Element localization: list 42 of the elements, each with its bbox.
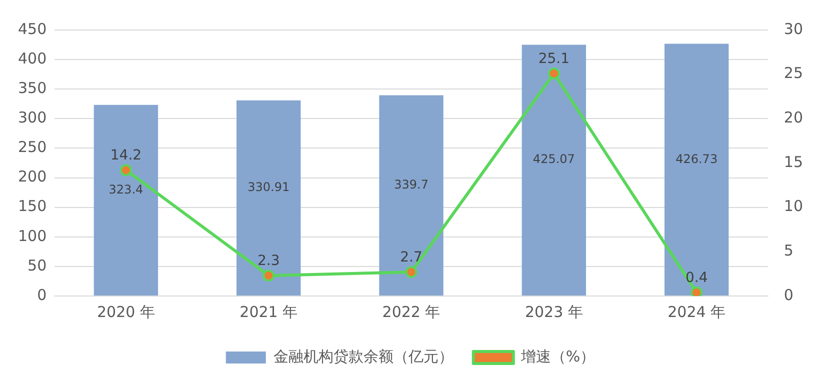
data-label: 14.2: [110, 148, 142, 164]
data-label: 2.7: [400, 250, 422, 266]
data-label: 426.73: [676, 152, 718, 166]
data-label: 323.4: [108, 182, 144, 196]
bar: [522, 44, 586, 296]
y2-tick-label: 10: [784, 197, 804, 216]
y2-tick-label: 15: [784, 152, 804, 171]
y2-tick-label: 20: [784, 108, 804, 127]
point: [262, 270, 275, 282]
y2-tick-label: 25: [784, 64, 804, 82]
y-tick-label: 450: [18, 20, 47, 38]
data-label: 330.91: [248, 180, 290, 194]
y-tick-label: 100: [18, 226, 47, 245]
x-tick-label: 2022 年: [382, 302, 440, 321]
bar: [664, 44, 729, 296]
y2-tick-label: 5: [784, 242, 794, 260]
point: [120, 164, 132, 176]
y-tick-label: 200: [18, 168, 47, 186]
bar: [379, 95, 444, 296]
y2-tick-label: 0: [784, 286, 794, 304]
point: [548, 67, 560, 80]
bar: [236, 100, 301, 296]
legend-label: 金融机构贷款余额（亿元）: [273, 347, 454, 366]
data-label: 425.07: [532, 152, 575, 166]
x-tick-label: 2023 年: [524, 302, 583, 321]
y2-tick-label: 30: [784, 20, 804, 38]
x-tick-label: 2021 年: [240, 302, 298, 321]
y-tick-label: 250: [18, 138, 47, 156]
y-tick-label: 50: [28, 256, 47, 274]
bar: [94, 104, 158, 296]
y-tick-label: 300: [18, 108, 47, 127]
point: [405, 266, 418, 278]
legend-label: 增速（%）: [520, 347, 596, 366]
y-tick-label: 150: [18, 197, 47, 216]
x-tick-label: 2020 年: [96, 302, 155, 321]
x-tick-label: 2024 年: [668, 302, 726, 321]
y-tick-label: 350: [18, 79, 47, 97]
data-label: 339.7: [394, 177, 428, 192]
y-tick-label: 0: [37, 286, 47, 304]
data-label: 2.3: [257, 253, 280, 270]
data-label: 25.1: [538, 51, 570, 68]
y-tick-label: 400: [18, 49, 47, 68]
